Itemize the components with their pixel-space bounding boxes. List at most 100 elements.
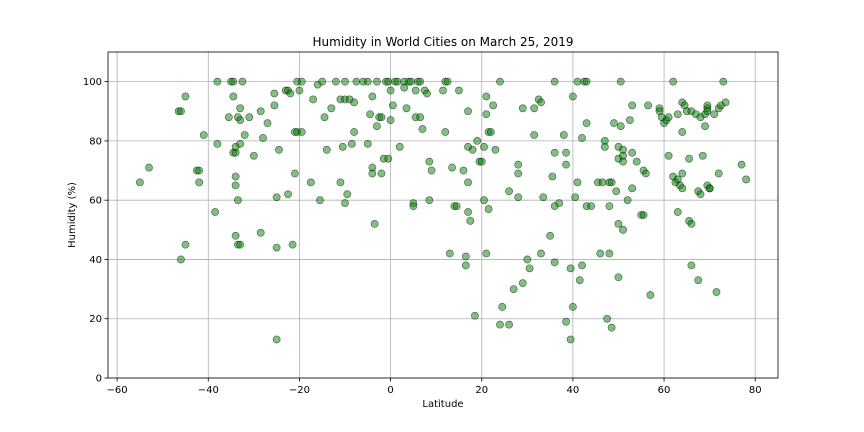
data-point [395,142,404,151]
data-point [373,77,381,86]
data-point [416,77,425,86]
data-point [445,249,454,258]
data-point [177,107,185,116]
data-point [309,95,318,104]
data-point [245,113,254,122]
data-point [616,122,625,130]
data-point [612,187,621,196]
data-point [566,264,575,273]
data-point [275,145,283,154]
data-point [402,104,411,113]
data-point [423,89,431,98]
data-point [605,249,614,258]
data-point [425,196,434,205]
data-point [482,249,491,258]
data-point [363,77,372,86]
data-point [644,101,653,110]
data-point [614,273,623,282]
y-tick-label: 100 [83,77,102,88]
data-point [388,101,397,110]
x-tick-label: −60 [107,385,128,396]
x-tick-label: 60 [658,385,671,396]
data-point [673,208,682,216]
data-point [368,169,377,178]
chart-title: Humidity in World Cities on March 25, 20… [313,35,574,49]
data-point [331,77,340,86]
data-point [425,157,434,166]
data-point [249,151,258,160]
data-point [705,184,714,193]
data-point [386,116,395,125]
data-point [703,107,712,116]
data-point [284,190,292,199]
data-point [136,178,144,187]
data-point [290,169,299,178]
data-point [678,128,687,136]
data-point [341,77,349,86]
data-point [347,139,356,148]
data-point [678,169,687,178]
data-point [614,219,623,228]
data-point [238,77,247,86]
data-point [338,142,347,151]
data-point [669,77,678,86]
data-point [664,151,673,160]
data-point [231,181,240,190]
data-point [480,196,488,205]
data-point [610,119,618,128]
x-tick-label: 40 [567,385,580,396]
data-point [482,92,491,101]
data-point [327,104,336,113]
data-point [623,196,632,205]
data-point [550,77,559,86]
data-point [236,104,245,113]
data-point [562,160,570,169]
data-point [272,243,281,252]
data-point [582,77,591,86]
data-point [195,166,204,175]
data-point [546,231,555,240]
data-point [587,202,596,211]
data-point [505,187,513,196]
y-axis-ticks: 0 20 40 60 80 100 [83,77,108,385]
data-point [211,208,220,216]
data-point [694,276,703,285]
data-point [229,77,238,86]
data-point [484,205,493,213]
data-point [619,225,627,234]
data-point [464,178,472,187]
data-point [480,142,488,151]
data-point [384,77,393,86]
data-point [350,128,359,136]
data-points [136,77,750,344]
data-point [231,231,240,240]
data-point [377,113,386,122]
data-point [427,166,436,175]
data-point [491,145,500,154]
data-point [600,142,609,151]
data-point [548,172,557,181]
y-axis-label: Humidity (%) [67,182,78,248]
data-point [443,77,452,86]
data-point [224,113,233,122]
data-point [270,101,279,110]
data-point [236,240,245,249]
data-point [181,92,190,101]
data-point [641,169,650,178]
data-point [523,255,532,264]
data-point [719,77,728,86]
data-point [461,261,470,270]
data-point [489,101,498,110]
data-point [482,110,491,119]
data-point [407,77,415,86]
data-point [486,128,495,136]
data-point [295,86,304,95]
data-point [350,98,359,107]
data-point [341,199,349,208]
data-point [386,86,395,95]
data-point [616,77,625,86]
data-point [240,131,249,139]
data-point [603,314,611,323]
data-point [229,92,238,101]
data-point [393,77,402,86]
